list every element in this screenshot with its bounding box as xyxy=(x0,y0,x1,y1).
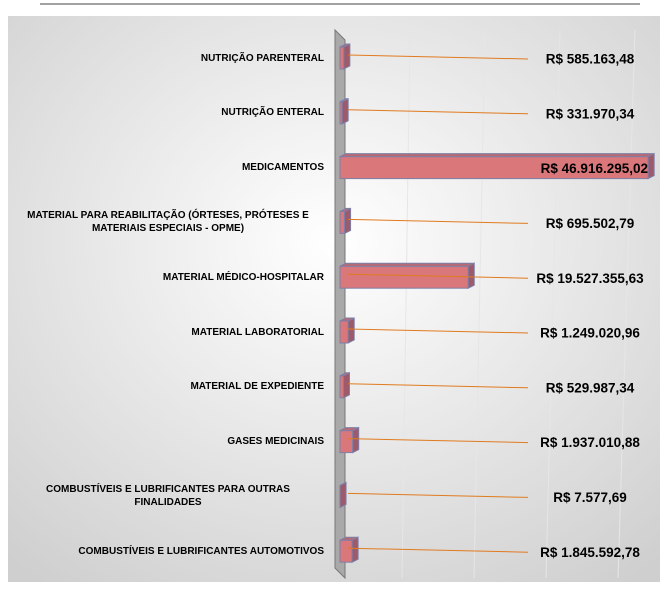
category-label: MATERIAL DE EXPEDIENTE xyxy=(190,381,324,393)
bar-depth xyxy=(347,317,355,344)
category-label: MATERIAL MÉDICO-HOSPITALAR xyxy=(162,271,324,283)
bar xyxy=(339,320,349,344)
leader-line xyxy=(347,218,529,224)
value-label: R$ 19.527.355,63 xyxy=(536,271,644,286)
bar-depth xyxy=(343,43,351,70)
bar-depth xyxy=(351,536,359,564)
category-label: MEDICAMENTOS xyxy=(241,162,324,174)
category-label-box: COMBUSTÍVEIS E LUBRIFICANTES AUTOMOTIVOS xyxy=(12,531,324,571)
category-label: NUTRIÇÃO ENTERAL xyxy=(221,107,324,119)
grid-decoration xyxy=(401,29,636,579)
category-label-box: MATERIAL MÉDICO-HOSPITALAR xyxy=(12,257,324,297)
bar-depth xyxy=(342,371,350,399)
bar-depth xyxy=(647,152,655,180)
category-label-box: GASES MEDICINAIS xyxy=(12,422,324,462)
bar-depth xyxy=(341,97,349,125)
bar-top xyxy=(339,153,655,158)
bar-top xyxy=(339,43,351,48)
leader-line xyxy=(347,54,529,60)
leader-line xyxy=(347,547,529,553)
category-label: MATERIAL PARA REABILITAÇÃO (ÓRTESES, PRÓ… xyxy=(27,210,309,235)
category-label: COMBUSTÍVEIS E LUBRIFICANTES PARA OUTRAS… xyxy=(46,484,290,509)
leader-line xyxy=(347,492,529,498)
bar-top xyxy=(339,427,359,432)
bar-depth xyxy=(339,481,347,509)
bar-top xyxy=(339,536,359,541)
value-label: R$ 585.163,48 xyxy=(546,52,635,67)
value-label: R$ 46.916.295,02 xyxy=(541,161,648,176)
bar-depth xyxy=(352,426,360,454)
bar-top xyxy=(339,481,347,486)
leader-line xyxy=(347,109,529,115)
bar-top xyxy=(339,372,350,377)
bar-depth xyxy=(344,207,352,235)
value-label: R$ 529.987,34 xyxy=(546,380,635,395)
leader-line xyxy=(347,438,529,444)
category-label-box: MATERIAL PARA REABILITAÇÃO (ÓRTESES, PRÓ… xyxy=(12,202,324,242)
category-label-box: COMBUSTÍVEIS E LUBRIFICANTES PARA OUTRAS… xyxy=(12,476,324,516)
category-label-box: MATERIAL DE EXPEDIENTE xyxy=(12,367,324,407)
bar-top xyxy=(339,317,355,322)
category-label-box: NUTRIÇÃO PARENTERAL xyxy=(12,38,324,78)
category-label: COMBUSTÍVEIS E LUBRIFICANTES AUTOMOTIVOS xyxy=(78,545,324,557)
value-label: R$ 1.845.592,78 xyxy=(540,545,640,560)
plot-background xyxy=(8,16,660,582)
bar-top xyxy=(339,262,475,267)
value-label: R$ 1.249.020,96 xyxy=(540,326,640,341)
category-label-box: NUTRIÇÃO ENTERAL xyxy=(12,93,324,133)
value-label: R$ 7.577,69 xyxy=(553,490,627,505)
category-label-box: MEDICAMENTOS xyxy=(12,148,324,188)
category-label: GASES MEDICINAIS xyxy=(227,436,324,448)
value-label: R$ 695.502,79 xyxy=(546,216,635,231)
bar xyxy=(339,430,354,454)
leader-line xyxy=(347,328,529,334)
bar xyxy=(339,539,353,563)
bar-top xyxy=(339,98,349,103)
bar xyxy=(339,265,469,289)
bar xyxy=(339,375,344,399)
category-label: NUTRIÇÃO PARENTERAL xyxy=(200,52,324,64)
leader-line xyxy=(347,273,529,279)
value-label: R$ 1.937.010,88 xyxy=(540,435,640,450)
category-label-box: MATERIAL LABORATORIAL xyxy=(12,312,324,352)
bar xyxy=(339,46,345,70)
bar-depth xyxy=(467,262,475,290)
bar-top xyxy=(339,207,351,212)
value-label: R$ 331.970,34 xyxy=(546,106,635,121)
category-label: MATERIAL LABORATORIAL xyxy=(191,326,324,338)
bar xyxy=(339,210,346,234)
leader-line xyxy=(347,383,529,389)
